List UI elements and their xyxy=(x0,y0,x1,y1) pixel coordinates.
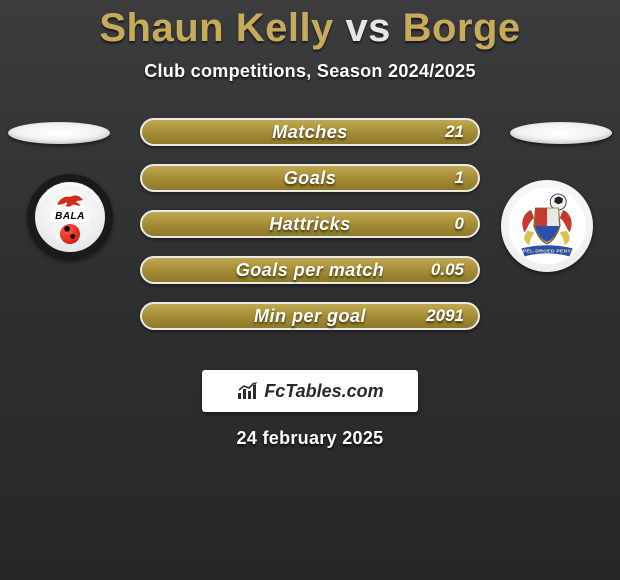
stat-label: Matches xyxy=(272,122,348,143)
page-title: Shaun Kelly vs Borge xyxy=(0,0,620,51)
player-b-name: Borge xyxy=(403,6,521,50)
crest-ring-text-icon: Clwb Peldroed y Bala Town F.C. xyxy=(29,176,111,258)
stat-value: 1 xyxy=(455,168,464,188)
stat-bar-goals-per-match: Goals per match 0.05 xyxy=(140,256,480,284)
crest-right-icon: PEL-DROED PENY xyxy=(507,186,587,266)
stat-label: Goals per match xyxy=(236,260,385,281)
stat-label: Hattricks xyxy=(269,214,351,235)
club-crest-left: Clwb Peldroed y Bala Town F.C. BALA xyxy=(27,174,113,260)
stat-value: 2091 xyxy=(426,306,464,326)
stat-bar-goals: Goals 1 xyxy=(140,164,480,192)
vs-text: vs xyxy=(345,6,391,50)
stat-value: 0.05 xyxy=(431,260,464,280)
brand-text: FcTables.com xyxy=(264,381,383,402)
crest-ring-top: Clwb Peldroed y Bala xyxy=(39,182,102,204)
bar-chart-icon xyxy=(236,381,260,401)
player-a-platform xyxy=(8,122,110,144)
stat-bars: Matches 21 Goals 1 Hattricks 0 Goals per… xyxy=(140,118,480,330)
stat-bar-matches: Matches 21 xyxy=(140,118,480,146)
subtitle: Club competitions, Season 2024/2025 xyxy=(0,61,620,82)
svg-text:Clwb Peldroed y Bala: Clwb Peldroed y Bala xyxy=(39,182,102,204)
player-a-name: Shaun Kelly xyxy=(99,6,333,50)
stat-label: Goals xyxy=(284,168,337,189)
date-text: 24 february 2025 xyxy=(0,428,620,449)
stat-bar-hattricks: Hattricks 0 xyxy=(140,210,480,238)
stat-value: 21 xyxy=(445,122,464,142)
stat-label: Min per goal xyxy=(254,306,366,327)
player-b-platform xyxy=(510,122,612,144)
club-crest-right: PEL-DROED PENY xyxy=(501,180,593,272)
crest-right-ribbon-text: PEL-DROED PENY xyxy=(523,248,572,254)
soccer-ball-icon xyxy=(60,224,80,244)
comparison-stage: Matches 21 Goals 1 Hattricks 0 Goals per… xyxy=(0,118,620,348)
brand-box: FcTables.com xyxy=(202,370,418,412)
stat-value: 0 xyxy=(455,214,464,234)
stat-bar-min-per-goal: Min per goal 2091 xyxy=(140,302,480,330)
